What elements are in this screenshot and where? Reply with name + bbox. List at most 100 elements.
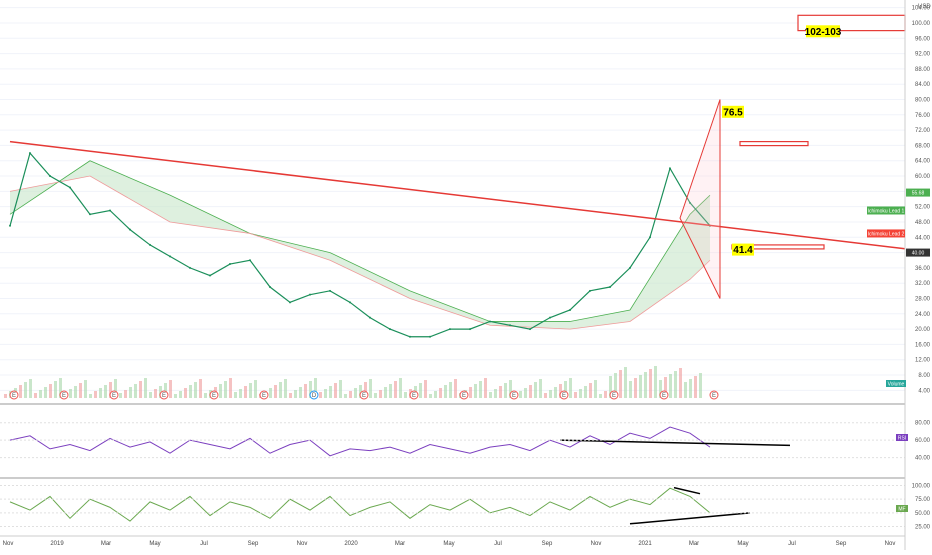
price-point bbox=[289, 301, 291, 304]
time-tick-label: 2019 bbox=[50, 541, 64, 547]
ichimoku-cloud bbox=[9, 160, 711, 330]
volume-bar bbox=[274, 385, 277, 398]
volume-bar bbox=[554, 387, 557, 398]
event-marker bbox=[709, 390, 719, 400]
price-point bbox=[229, 263, 231, 266]
time-tick-label: Sep bbox=[836, 541, 847, 547]
volume-bar bbox=[504, 383, 507, 398]
time-axis: Nov 2019 Mar May Jul Sep Nov 2020 Mar May Jul Sep No… bbox=[3, 541, 896, 547]
price-point bbox=[629, 266, 631, 269]
drawings[interactable]: 102-103 76.5 41.4 bbox=[9, 14, 906, 299]
price-tick-label: 80.00 bbox=[915, 98, 931, 104]
currency-label: USD bbox=[918, 4, 931, 10]
event-marker-label: E bbox=[262, 393, 266, 399]
rsi-tag bbox=[896, 434, 908, 441]
price-point bbox=[89, 213, 91, 216]
volume-bar bbox=[599, 394, 602, 398]
event-marker-label: E bbox=[662, 393, 666, 399]
event-marker-label: E bbox=[162, 393, 166, 399]
volume-bar bbox=[664, 377, 667, 398]
volume-bar bbox=[19, 385, 22, 398]
price-point bbox=[309, 293, 311, 296]
mf-tag bbox=[896, 505, 908, 512]
price-point bbox=[169, 255, 171, 258]
volume-bar bbox=[694, 376, 697, 398]
event-marker bbox=[609, 390, 619, 400]
mf-pane bbox=[0, 484, 905, 528]
volume-bar bbox=[589, 383, 592, 398]
price-tick-label: 12.00 bbox=[915, 358, 931, 364]
volume-bar bbox=[174, 394, 177, 398]
volume-bar bbox=[194, 382, 197, 398]
trendline bbox=[9, 140, 906, 250]
price-tick-label: 60.00 bbox=[915, 174, 931, 180]
volume-bar bbox=[319, 392, 322, 398]
annotation-label: 76.5 bbox=[723, 107, 743, 118]
annotation-bg bbox=[732, 243, 754, 256]
volume-bar bbox=[49, 384, 52, 398]
price-point bbox=[449, 328, 451, 331]
rsi-support-line bbox=[559, 439, 791, 447]
event-marker-label: E bbox=[62, 393, 66, 399]
volume-bar bbox=[494, 389, 497, 398]
volume-bar bbox=[244, 386, 247, 398]
volume-bar bbox=[434, 391, 437, 398]
volume-bar bbox=[404, 392, 407, 398]
volume-bar bbox=[289, 393, 292, 398]
volume-bar bbox=[149, 392, 152, 398]
volume-bar bbox=[309, 381, 312, 398]
volume-bar bbox=[549, 390, 552, 398]
price-tick-label: 92.00 bbox=[915, 52, 931, 58]
volume-bar bbox=[339, 380, 342, 398]
volume-bar bbox=[199, 379, 202, 398]
event-marker-label: E bbox=[12, 393, 16, 399]
price-tick-label: 8.00 bbox=[918, 373, 930, 379]
volume-bar bbox=[134, 384, 137, 398]
volume-bar bbox=[154, 389, 157, 398]
price-tick-label: 20.00 bbox=[915, 327, 931, 333]
volume-bar bbox=[139, 381, 142, 398]
volume-bar bbox=[649, 369, 652, 398]
volume-bar bbox=[114, 379, 117, 398]
volume-bar bbox=[574, 392, 577, 398]
volume-bar bbox=[544, 393, 547, 398]
volume-bar bbox=[674, 371, 677, 398]
price-tick-label: 100.00 bbox=[912, 21, 931, 27]
volume-bar bbox=[124, 390, 127, 398]
event-marker-label: E bbox=[462, 393, 466, 399]
volume-bar bbox=[389, 384, 392, 398]
mf-tag-label: MF bbox=[898, 507, 905, 513]
price-tick-label: 16.00 bbox=[915, 342, 931, 348]
price-point bbox=[109, 209, 111, 212]
event-marker bbox=[259, 390, 269, 400]
volume-bar bbox=[579, 389, 582, 398]
volume-bar bbox=[184, 388, 187, 398]
event-marker-label: E bbox=[412, 393, 416, 399]
volume-bar bbox=[614, 373, 617, 398]
price-tick-label: 76.00 bbox=[915, 113, 931, 119]
price-tick-label: 64.00 bbox=[915, 159, 931, 165]
time-tick-label: Mar bbox=[395, 541, 405, 547]
volume-bar bbox=[624, 367, 627, 398]
volume-bar bbox=[234, 392, 237, 398]
volume-bar bbox=[169, 380, 172, 398]
mf-support-line bbox=[629, 512, 751, 525]
time-tick-label: Nov bbox=[591, 541, 602, 547]
price-tick-label: 88.00 bbox=[915, 67, 931, 73]
price-point bbox=[489, 320, 491, 323]
price-axis: 104.00 100.00 96.00 92.00 88.00 84.00 80.00 76.… bbox=[867, 0, 931, 550]
volume-bar bbox=[164, 383, 167, 398]
volume-bar bbox=[284, 379, 287, 398]
event-marker-label: E bbox=[712, 393, 716, 399]
mf-tick-label: 100.00 bbox=[912, 483, 931, 489]
price-point bbox=[529, 328, 531, 331]
volume-bar bbox=[559, 384, 562, 398]
price-tick-label: 32.00 bbox=[915, 281, 931, 287]
time-tick-label: Jul bbox=[200, 541, 208, 547]
volume-bar bbox=[604, 391, 607, 398]
price-point bbox=[49, 175, 51, 178]
volume-bar bbox=[429, 394, 432, 398]
annotation-bg bbox=[722, 105, 744, 118]
price-tag-label: 40.00 bbox=[912, 251, 925, 257]
